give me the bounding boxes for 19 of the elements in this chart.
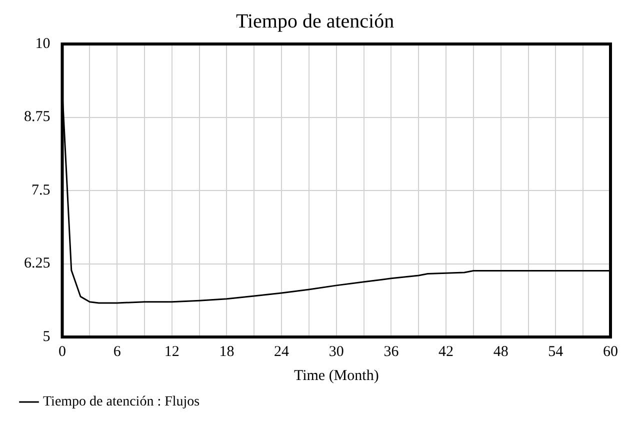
x-tick-label: 54 — [548, 344, 564, 360]
x-tick-label: 12 — [164, 344, 180, 360]
x-tick-label: 0 — [58, 344, 66, 360]
legend-label: Tiempo de atención : Flujos — [43, 394, 200, 410]
x-tick-label: 42 — [438, 344, 454, 360]
x-tick-label: 24 — [274, 344, 290, 360]
x-tick-label: 36 — [384, 344, 400, 360]
chart-title: Tiempo de atención — [236, 10, 394, 32]
x-axis-title: Time (Month) — [294, 368, 379, 384]
x-tick-label: 6 — [113, 344, 122, 360]
y-tick-label: 8.75 — [24, 109, 50, 126]
y-tick-label: 5 — [42, 328, 50, 345]
x-tick-label: 18 — [219, 344, 234, 360]
x-tick-label: 30 — [328, 344, 344, 360]
y-tick-label: 6.25 — [24, 256, 50, 272]
x-tick-label: 48 — [493, 344, 508, 360]
y-tick-label: 7.5 — [32, 182, 50, 198]
x-tick-label: 60 — [603, 344, 618, 360]
y-tick-label: 10 — [35, 36, 50, 52]
